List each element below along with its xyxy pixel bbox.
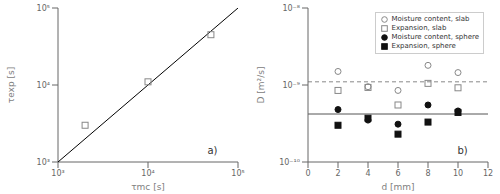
svg-text:10³: 10³ — [51, 169, 64, 178]
svg-text:2: 2 — [335, 169, 340, 178]
html-text:a): a) — [207, 144, 218, 156]
svg-text:0: 0 — [305, 169, 310, 178]
html-text:Expansion, slab: Expansion, slab — [391, 24, 447, 32]
html-text:Moisture content, sphere: Moisture content, sphere — [391, 33, 479, 41]
svg-text:10: 10 — [453, 169, 463, 178]
svg-text:10³: 10³ — [37, 158, 50, 167]
svg-text:10⁻⁹: 10⁻⁹ — [282, 81, 300, 90]
svg-text:10⁵: 10⁵ — [37, 4, 50, 13]
svg-text:10⁻¹⁰: 10⁻¹⁰ — [279, 158, 300, 167]
html-text:Moisture content, slab: Moisture content, slab — [391, 15, 470, 23]
svg-text:d [mm]: d [mm] — [381, 182, 414, 192]
svg-text:D [m²/s]: D [m²/s] — [256, 67, 266, 104]
svg-text:8: 8 — [425, 169, 430, 178]
svg-text:10⁵: 10⁵ — [231, 169, 244, 178]
html-text:Expansion, sphere: Expansion, sphere — [391, 42, 456, 50]
svg-text:6: 6 — [395, 169, 400, 178]
svg-text:10⁻⁸: 10⁻⁸ — [282, 4, 300, 13]
html-text:b): b) — [457, 144, 468, 156]
svg-text:10⁴: 10⁴ — [141, 169, 154, 178]
svg-text:τexp [s]: τexp [s] — [8, 67, 16, 103]
svg-text:4: 4 — [365, 169, 370, 178]
svg-text:τmc [s]: τmc [s] — [131, 182, 165, 192]
svg-text:10⁴: 10⁴ — [37, 81, 50, 90]
svg-text:12: 12 — [483, 169, 492, 178]
